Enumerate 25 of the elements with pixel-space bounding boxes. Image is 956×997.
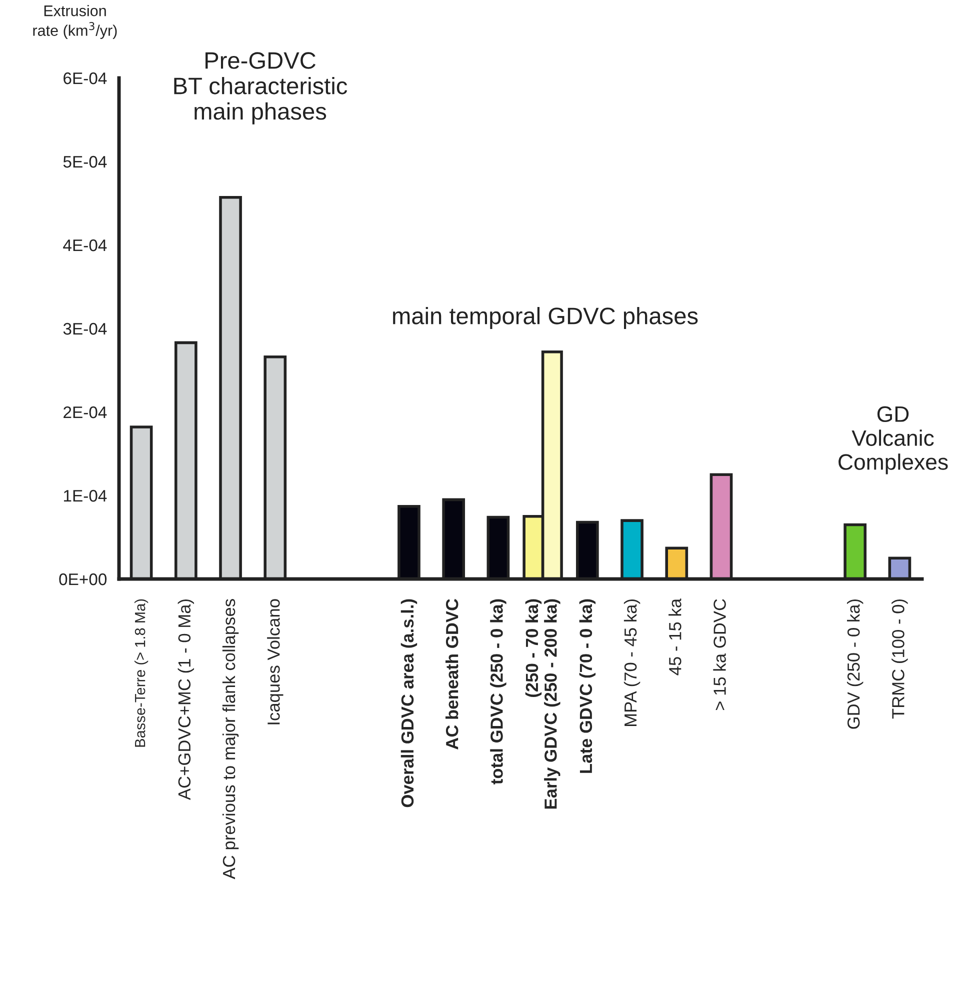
- y-axis-title: Extrusion rate (km$^{3}$/yr): [33, 5, 117, 39]
- y-tick-label: 5E-04: [63, 156, 107, 168]
- annotation: main temporal GDVC phases: [393, 306, 698, 330]
- y-tick-label: 4E-04: [63, 239, 107, 252]
- x-tick-label: AC beneath GDVC: [445, 598, 458, 750]
- annotation: Pre-GDVC BT characteristic main phases: [174, 52, 348, 124]
- y-tick-label: 6E-04: [64, 72, 107, 84]
- x-tick-label: AC+GDVC+MC (1 - 0 Ma): [178, 600, 194, 800]
- x-tick-label: MPA (70 - 45 ka): [624, 600, 640, 726]
- x-tick-label: Overall GDVC area (a.s.l.): [400, 599, 418, 808]
- x-tick-label: 45 - 15 ka: [668, 598, 682, 676]
- x-tick-label: (250 - 70 ka) Early GDVC (250 - 200 ka): [525, 599, 560, 809]
- x-tick-label: total GDVC (250 - 0 ka): [490, 599, 506, 784]
- y-tick-label: 3E-04: [63, 322, 107, 335]
- x-tick-label: TRMC (100 - 0): [892, 600, 908, 719]
- y-tick-label: 0E+00: [59, 573, 107, 586]
- y-tick-label: 2E-04: [64, 406, 107, 418]
- x-tick-label: GDV (250 - 0 ka): [846, 600, 864, 729]
- x-tick-label: Late GDVC (70 - 0 ka): [579, 599, 596, 773]
- x-tick-label: Basse-Terre (> 1.8 Ma): [134, 599, 148, 747]
- x-tick-label: Icaques Volcano: [267, 599, 284, 724]
- y-tick-label: 1E-04: [64, 490, 107, 502]
- annotation: GD Volcanic Complexes: [838, 406, 948, 474]
- x-tick-label: AC previous to major flank collapses: [222, 599, 239, 880]
- x-tick-label: > 15 ka GDVC: [713, 599, 726, 710]
